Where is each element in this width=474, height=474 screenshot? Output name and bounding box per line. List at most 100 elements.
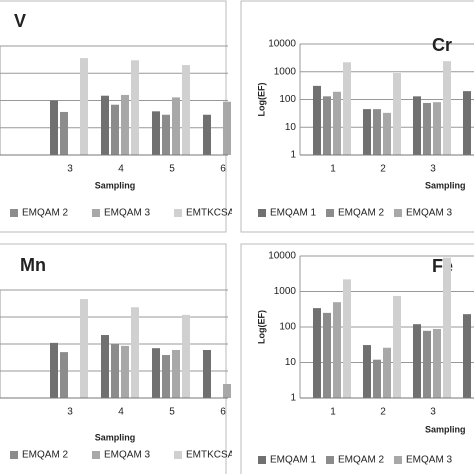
legend-label: EMTKCSA 4 — [186, 450, 232, 461]
bar — [50, 342, 58, 398]
bar — [313, 308, 321, 398]
x-tick-label: 3 — [67, 164, 73, 175]
x-tick-label: 4 — [118, 164, 124, 175]
x-tick-label: 3 — [430, 407, 436, 418]
panel-mn: Mn Sampling 3 4 5 6 EMQAM 2 EMQAM 3 EMTKCSA 4 — [0, 243, 232, 474]
legend-label: EMQAM 2 — [338, 455, 385, 466]
legend-label: EMQAM 3 — [406, 208, 453, 219]
bar — [413, 324, 421, 398]
bar — [80, 58, 88, 155]
panel-frame — [240, 0, 474, 233]
bar — [363, 345, 371, 398]
bar — [172, 97, 180, 155]
y-tick-label: 10 — [285, 122, 297, 133]
bar — [182, 314, 190, 398]
bar — [121, 94, 129, 155]
y-axis-title: Log(EF) — [256, 83, 266, 117]
bar — [343, 279, 351, 398]
x-tick-label: 3 — [67, 407, 73, 418]
bar — [101, 95, 109, 155]
legend-label: EMQAM 3 — [104, 208, 151, 219]
bar — [131, 307, 139, 398]
panel-frame — [0, 243, 227, 474]
x-axis-title: Sampling — [95, 432, 136, 442]
bar — [393, 73, 401, 155]
bar — [111, 344, 119, 398]
legend-label: EMQAM 2 — [338, 208, 385, 219]
bar — [182, 65, 190, 155]
legend-swatch — [10, 451, 18, 459]
y-tick-label: 100 — [279, 322, 296, 333]
legend-label: EMQAM 1 — [270, 455, 317, 466]
bar — [60, 111, 68, 155]
x-tick-label: 4 — [118, 407, 124, 418]
y-tick-label: 1000 — [274, 286, 297, 297]
bar — [393, 295, 401, 398]
bar — [80, 299, 88, 398]
bar — [423, 330, 431, 398]
x-tick-label: 3 — [430, 164, 436, 175]
bar — [383, 347, 391, 398]
legend-label: EMQAM 3 — [406, 455, 453, 466]
bar — [423, 102, 431, 155]
bar — [333, 302, 341, 398]
bar — [413, 96, 421, 155]
x-tick-label: 1 — [330, 407, 336, 418]
x-tick-label: 5 — [169, 164, 175, 175]
y-tick-label: 1000 — [274, 66, 297, 77]
bar — [373, 109, 381, 155]
x-tick-label: 5 — [169, 407, 175, 418]
bar — [60, 352, 68, 398]
bar — [433, 328, 441, 398]
x-axis-title: Sampling — [425, 180, 466, 190]
y-tick-label: 10000 — [268, 39, 296, 50]
bar — [203, 349, 211, 398]
legend-swatch — [326, 456, 334, 464]
bar — [162, 355, 170, 398]
bar — [463, 314, 471, 398]
panel-cr: 1 10 100 1000 10000 Cr Sampling Log(EF) 1 2 3 EMQAM… — [240, 0, 474, 233]
x-tick-label: 6 — [220, 164, 226, 175]
y-tick-label: 1 — [290, 393, 296, 404]
bar — [172, 349, 180, 398]
legend-label: EMTKCSA 4 — [186, 208, 232, 219]
legend-swatch — [258, 209, 266, 217]
bar — [101, 335, 109, 398]
bar — [223, 384, 231, 398]
legend-swatch — [394, 209, 402, 217]
bar — [152, 348, 160, 398]
bar — [313, 85, 321, 155]
chart-title: V — [14, 11, 26, 31]
x-axis-title: Sampling — [425, 424, 466, 434]
bar — [162, 114, 170, 155]
bar — [373, 359, 381, 398]
bar — [50, 100, 58, 155]
legend-swatch — [258, 456, 266, 464]
bar — [323, 96, 331, 155]
y-tick-label: 10000 — [268, 251, 296, 262]
legend-label: EMQAM 3 — [104, 450, 151, 461]
y-tick-label: 100 — [279, 94, 296, 105]
x-tick-label: 1 — [330, 164, 336, 175]
bar — [131, 60, 139, 156]
legend-swatch — [92, 451, 100, 459]
legend-swatch — [394, 456, 402, 464]
bar — [111, 104, 119, 155]
bar — [383, 112, 391, 155]
legend-swatch — [92, 209, 100, 217]
chart-title: Cr — [432, 35, 452, 55]
y-axis-title: Log(EF) — [256, 310, 266, 344]
legend-label: EMQAM 1 — [270, 208, 317, 219]
x-tick-label: 6 — [220, 407, 226, 418]
y-tick-label: 10 — [285, 357, 297, 368]
bar — [343, 62, 351, 155]
x-tick-label: 2 — [380, 164, 386, 175]
panel-frame — [240, 243, 474, 474]
legend-swatch — [326, 209, 334, 217]
bar — [121, 345, 129, 398]
bar — [323, 312, 331, 398]
bar — [463, 91, 471, 155]
bar — [443, 257, 451, 398]
legend-label: EMQAM 2 — [22, 208, 69, 219]
